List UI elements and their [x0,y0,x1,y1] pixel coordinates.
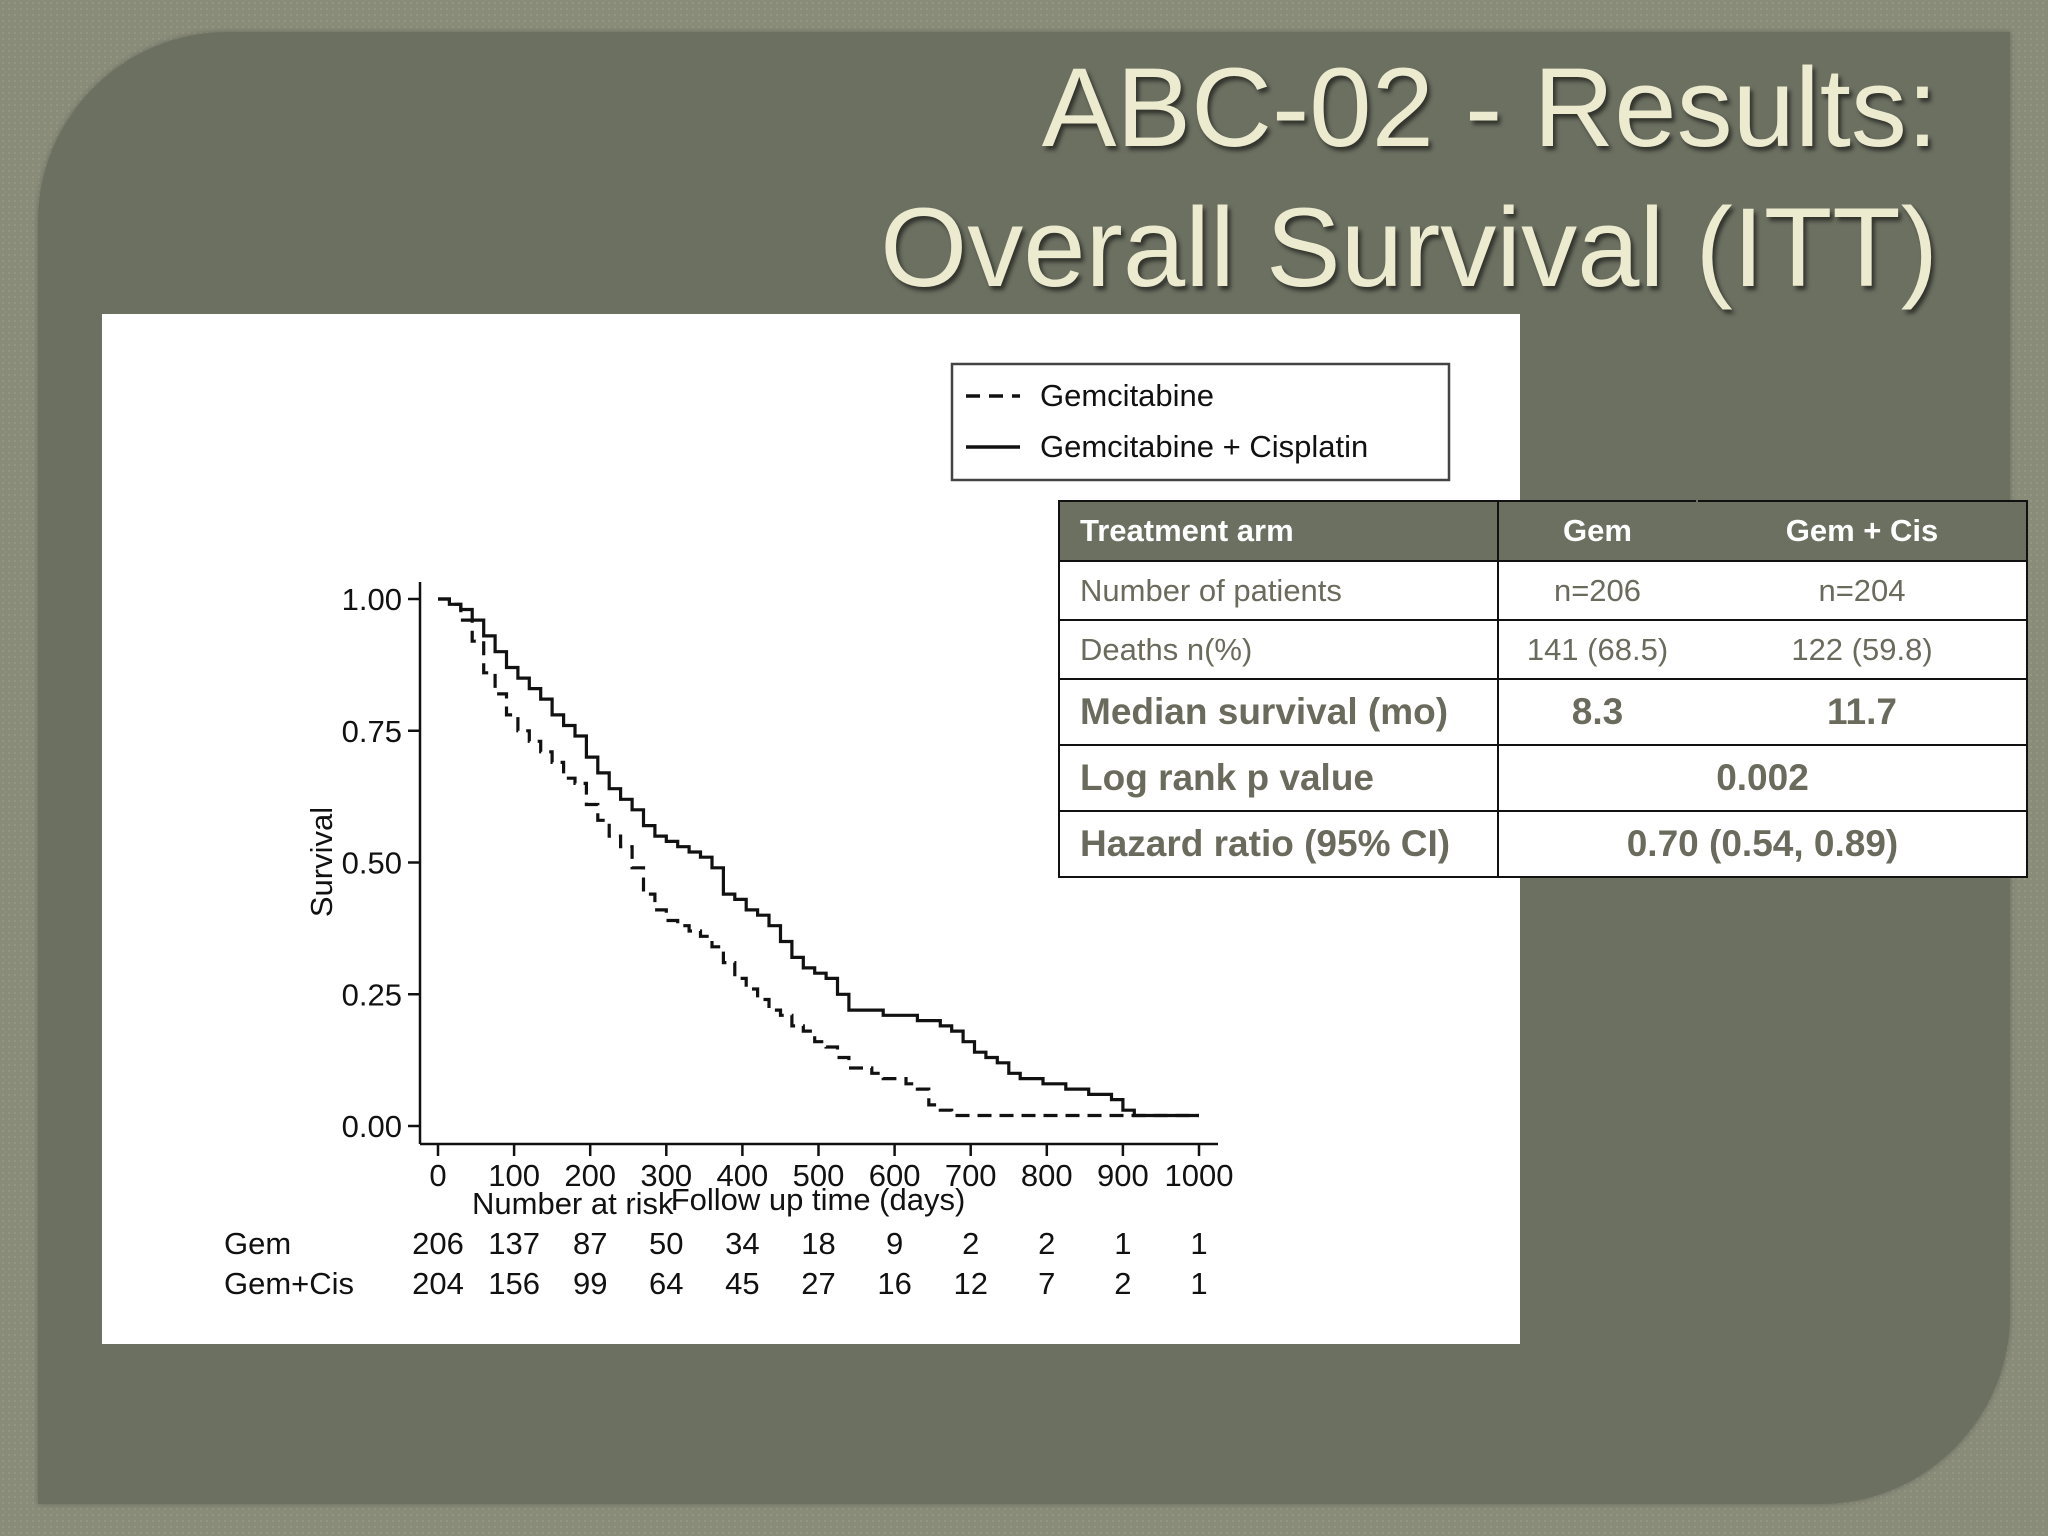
summary-table: Treatment arm Gem Gem + Cis Number of pa… [1058,500,2028,878]
y-tick-label: 0.25 [342,977,402,1012]
survival-curves [438,597,1199,1118]
risk-value: 45 [725,1266,759,1301]
y-tick-label: 0.50 [342,846,402,881]
risk-value: 18 [801,1226,835,1261]
x-tick-label: 300 [640,1158,692,1193]
y-axis-label: Survival [304,807,339,917]
header-gem-cis: Gem + Cis [1696,500,2028,562]
risk-value: 206 [412,1226,464,1261]
risk-value: 87 [573,1226,607,1261]
slide-title-line-1: ABC-02 - Results: [1041,45,1938,170]
risk-value: 7 [1038,1266,1055,1301]
legend-box [950,362,1451,482]
header-treatment-arm: Treatment arm [1058,500,1499,562]
x-tick-label: 400 [717,1158,769,1193]
slide-title-line-2: Overall Survival (ITT) [880,185,1938,310]
survival-curve-gem-cis [438,597,1199,1118]
x-tick-label: 100 [488,1158,540,1193]
x-axis-label: Follow up time (days) [671,1182,966,1217]
value-deaths-gem: 141 (68.5) [1497,619,1698,680]
risk-value: 2 [962,1226,979,1261]
risk-value: 1 [1114,1226,1131,1261]
x-tick-label: 200 [564,1158,616,1193]
row-hazard-ratio: Hazard ratio (95% CI) 0.70 (0.54, 0.89) [1058,810,2028,878]
y-tick-label: 1.00 [342,582,402,617]
value-log-rank: 0.002 [1497,744,2028,812]
risk-value: 64 [649,1266,683,1301]
risk-value: 50 [649,1226,683,1261]
label-median-survival: Median survival (mo) [1058,678,1499,746]
y-tick-label: 0.75 [342,714,402,749]
header-gem: Gem [1497,500,1698,562]
row-median-survival: Median survival (mo) 8.3 11.7 [1058,678,2028,746]
x-tick-label: 0 [429,1158,446,1193]
value-median-gem-cis: 11.7 [1696,678,2028,746]
risk-value: 16 [877,1266,911,1301]
risk-row-label-gem: Gem [224,1226,291,1261]
survival-curve-gemcitabine [438,597,1199,1118]
label-log-rank: Log rank p value [1058,744,1499,812]
survival-chart: Survival Follow up time (days) 0 100 200 300 4… [224,362,1451,1301]
value-patients-gem-cis: n=204 [1696,560,2028,621]
risk-value: 2 [1038,1226,1055,1261]
risk-value: 204 [412,1266,464,1301]
value-deaths-gem-cis: 122 (59.8) [1696,619,2028,680]
risk-value: 9 [886,1226,903,1261]
legend: Gemcitabine Gemcitabine + Cisplatin [950,362,1451,482]
row-log-rank: Log rank p value 0.002 [1058,744,2028,812]
risk-value: 34 [725,1226,759,1261]
legend-label-gemcitabine: Gemcitabine [1040,378,1214,413]
risk-value: 1 [1190,1226,1207,1261]
risk-value: 12 [953,1266,987,1301]
x-tick-label: 500 [793,1158,845,1193]
risk-value: 99 [573,1266,607,1301]
x-tick-label: 600 [869,1158,921,1193]
risk-value: 1 [1190,1266,1207,1301]
risk-table-title: Number at risk [472,1186,674,1221]
y-tick-label: 0.00 [342,1109,402,1144]
risk-value: 156 [488,1266,540,1301]
axes-layer: Survival Follow up time (days) 0 100 200 300 4… [304,582,1233,1217]
risk-value: 2 [1114,1266,1131,1301]
risk-value: 137 [488,1226,540,1261]
label-number-of-patients: Number of patients [1058,560,1499,621]
value-median-gem: 8.3 [1497,678,1698,746]
risk-row-label-gem-cis: Gem+Cis [224,1266,354,1301]
value-patients-gem: n=206 [1497,560,1698,621]
row-number-of-patients: Number of patients n=206 n=204 [1058,560,2028,621]
label-hazard-ratio: Hazard ratio (95% CI) [1058,810,1499,878]
x-tick-label: 700 [945,1158,997,1193]
risk-value: 27 [801,1266,835,1301]
x-tick-label: 800 [1021,1158,1073,1193]
legend-label-gem-cis: Gemcitabine + Cisplatin [1040,429,1368,464]
label-deaths: Deaths n(%) [1058,619,1499,680]
x-tick-label: 900 [1097,1158,1149,1193]
row-deaths: Deaths n(%) 141 (68.5) 122 (59.8) [1058,619,2028,680]
summary-header-row: Treatment arm Gem Gem + Cis [1058,500,2028,562]
value-hazard-ratio: 0.70 (0.54, 0.89) [1497,810,2028,878]
x-tick-label: 1000 [1165,1158,1234,1193]
risk-values: 206 137 87 50 34 18 9 2 2 1 1 204 156 99 64 45 27 16 12 7 2 1 [412,1226,1207,1301]
